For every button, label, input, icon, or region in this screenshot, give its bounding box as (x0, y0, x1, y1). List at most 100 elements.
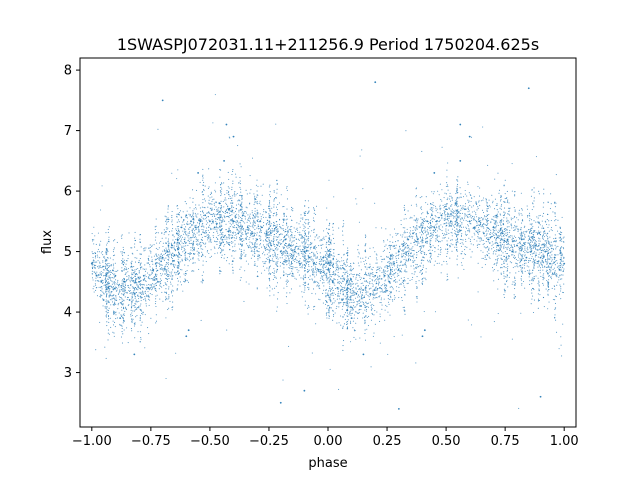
data-point (146, 288, 148, 291)
data-point (519, 260, 521, 262)
data-point (477, 233, 479, 235)
data-point (490, 231, 492, 233)
data-point (494, 263, 496, 265)
data-point (338, 306, 340, 308)
data-point (365, 301, 367, 303)
data-point (388, 275, 390, 277)
data-point (362, 289, 364, 291)
data-point (465, 226, 467, 228)
data-point (159, 273, 162, 275)
data-point (152, 261, 154, 263)
data-point (400, 277, 402, 279)
data-point (221, 221, 223, 223)
data-point (358, 309, 360, 311)
data-point (320, 272, 322, 274)
data-point (116, 317, 118, 319)
data-point (253, 220, 255, 222)
data-point (387, 267, 389, 269)
data-point (401, 297, 403, 299)
data-point (557, 265, 559, 267)
data-point (540, 249, 542, 252)
data-point (251, 235, 253, 237)
data-point (143, 299, 145, 301)
data-point (109, 288, 111, 290)
data-point (323, 274, 325, 276)
data-point (194, 253, 196, 255)
data-point (393, 298, 395, 300)
data-point (144, 292, 146, 294)
data-point (277, 248, 279, 250)
data-point (546, 249, 548, 251)
data-point (93, 271, 95, 273)
data-point (364, 316, 366, 318)
data-point (260, 185, 262, 187)
data-point (390, 263, 392, 265)
data-point (477, 262, 479, 264)
data-point (402, 283, 405, 285)
data-point (534, 246, 536, 248)
data-point (360, 297, 362, 299)
data-point (405, 246, 407, 248)
data-point (320, 263, 322, 265)
data-point (95, 243, 97, 246)
data-point (533, 237, 535, 239)
data-point (318, 298, 320, 300)
data-point (288, 247, 290, 249)
data-point (403, 258, 405, 260)
data-point (93, 253, 95, 255)
data-point (448, 225, 450, 227)
data-point (455, 233, 457, 235)
data-point (352, 292, 354, 294)
data-point (139, 297, 141, 299)
data-point (268, 233, 270, 235)
data-point (357, 262, 359, 264)
data-point (348, 284, 350, 286)
data-point (430, 223, 432, 225)
data-point (245, 206, 247, 208)
data-point (152, 283, 154, 285)
data-point (221, 228, 223, 230)
data-point (181, 242, 183, 244)
data-point (166, 266, 168, 268)
data-point (288, 260, 290, 262)
data-point (410, 249, 412, 251)
data-point (436, 239, 438, 242)
data-point (253, 246, 255, 248)
data-point (265, 239, 267, 241)
data-point (184, 278, 186, 280)
data-point (186, 234, 188, 236)
data-point (375, 283, 377, 285)
data-point (394, 281, 397, 283)
data-point (362, 257, 364, 259)
data-point (352, 327, 354, 329)
data-point (148, 284, 150, 286)
data-point (330, 279, 332, 281)
data-point (117, 281, 119, 283)
data-point (340, 289, 342, 292)
data-point (547, 240, 549, 242)
data-point (164, 215, 166, 217)
data-point (209, 240, 211, 242)
data-point (446, 240, 448, 242)
data-point (103, 292, 105, 294)
data-point (529, 218, 531, 220)
data-point (259, 231, 261, 233)
data-point (383, 272, 385, 274)
data-point (209, 193, 211, 196)
data-point (374, 251, 376, 253)
data-point (451, 232, 453, 234)
data-point (518, 407, 520, 410)
data-point (285, 261, 287, 263)
data-point (222, 220, 224, 222)
data-point (475, 226, 477, 228)
data-point (189, 197, 191, 199)
data-point (161, 291, 163, 293)
data-point (272, 250, 274, 252)
data-point (149, 250, 151, 252)
data-point (106, 272, 109, 274)
data-point (423, 277, 425, 279)
data-point (326, 258, 328, 260)
data-point (116, 288, 118, 290)
data-point (391, 271, 393, 273)
data-point (247, 225, 249, 227)
